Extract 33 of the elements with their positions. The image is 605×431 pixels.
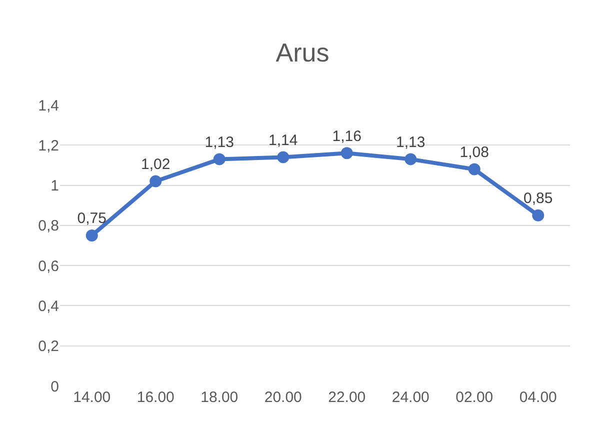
x-tick-label: 18.00	[200, 389, 238, 406]
y-tick-label: 1,4	[38, 97, 59, 114]
y-tick-label: 1	[50, 178, 59, 195]
data-label: 1,14	[268, 132, 298, 149]
point	[404, 153, 417, 166]
x-tick-label: 02.00	[456, 389, 494, 406]
data-label: 0,75	[77, 210, 106, 228]
point	[150, 175, 162, 188]
data-label: 1,13	[204, 134, 234, 151]
chart-title: Arus	[276, 37, 330, 68]
x-tick-label: 14.00	[73, 389, 111, 406]
y-tick-label: 0,4	[38, 298, 59, 315]
data-label: 1,16	[332, 128, 362, 145]
point	[277, 151, 290, 164]
point	[468, 163, 480, 176]
point	[340, 147, 353, 160]
data-label: 0,85	[524, 190, 553, 208]
x-tick-label: 20.00	[264, 389, 302, 406]
y-tick-label: 0,2	[38, 338, 59, 356]
x-tick-label: 22.00	[328, 389, 366, 406]
x-tick-label: 16.00	[136, 389, 174, 406]
x-tick-label: 04.00	[519, 389, 557, 406]
data-label: 1,13	[396, 134, 426, 151]
y-tick-label: 1,2	[38, 137, 59, 154]
y-tick-label: 0,8	[38, 218, 59, 235]
data-label: 1,02	[141, 156, 170, 174]
data-label: 1,08	[460, 144, 489, 161]
y-tick-label: 0	[50, 378, 59, 396]
y-tick-label: 0,6	[38, 258, 59, 275]
point	[532, 209, 544, 222]
point	[213, 153, 226, 166]
point	[86, 229, 98, 242]
x-tick-label: 24.00	[392, 389, 430, 406]
